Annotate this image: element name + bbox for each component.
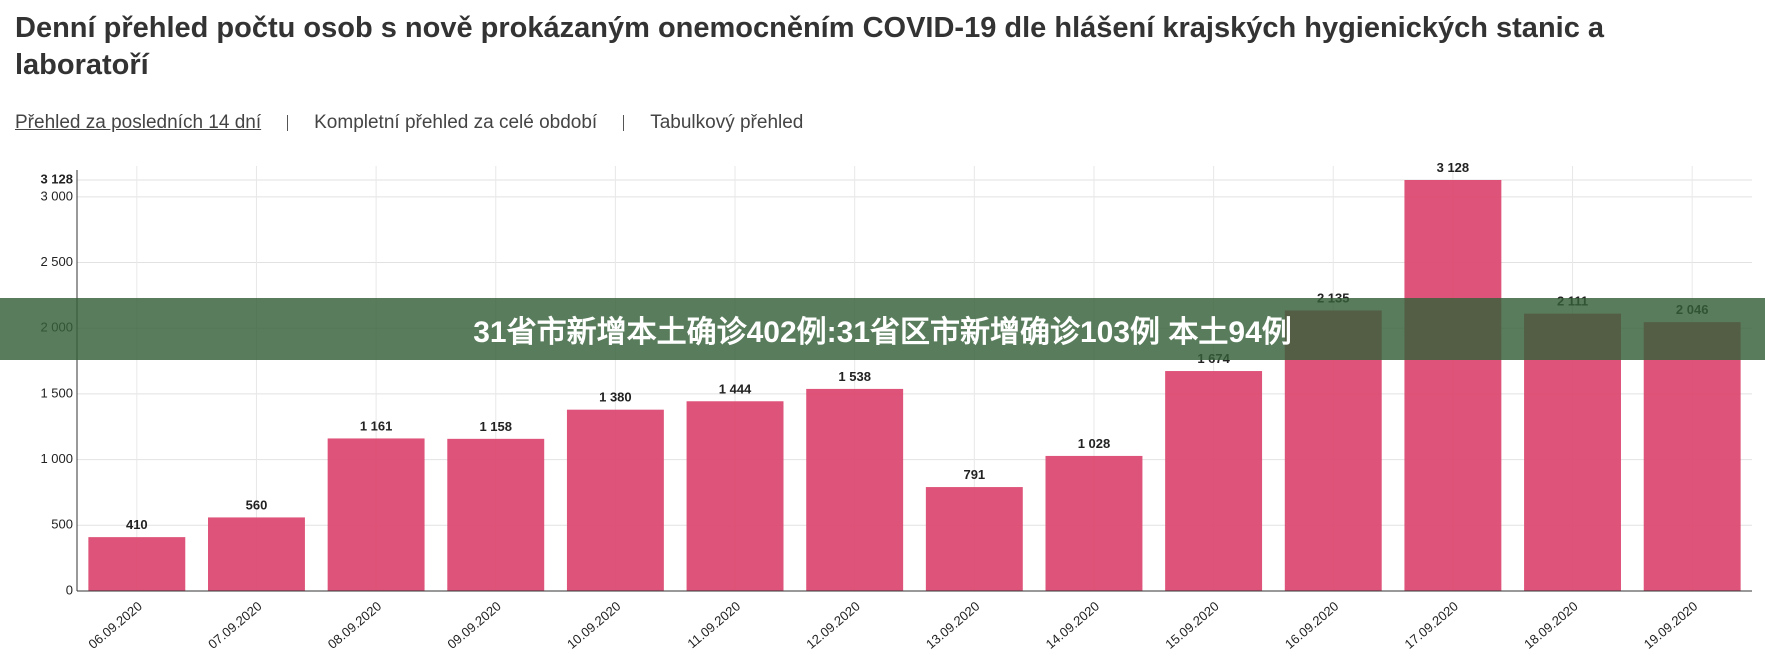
bar [806,388,904,591]
page-title: Denní přehled počtu osob s nově prokázan… [15,12,1605,81]
nav-link[interactable]: Přehled za posledních 14 dní [15,112,262,133]
x-tick-label: 08.09.2020 [325,598,384,651]
x-tick-label: 16.09.2020 [1282,598,1341,651]
bar [447,438,545,591]
x-tick-label: 13.09.2020 [923,598,982,651]
x-tick-label: 07.09.2020 [205,598,264,651]
value-label: 3 128 [1437,160,1470,175]
separator [623,115,625,131]
bar [1165,371,1263,591]
x-tick-label: 15.09.2020 [1162,598,1221,651]
y-tick-label: 1 500 [40,385,73,400]
y-tick-label: 0 [66,582,73,597]
x-tick-label: 12.09.2020 [803,598,862,651]
separator [287,115,289,131]
y-tick-label: 3 128 [40,171,73,186]
value-label: 1 444 [719,381,752,396]
bar [1045,455,1143,591]
y-tick-label: 2 500 [40,254,73,269]
x-tick-label: 06.09.2020 [85,598,144,651]
banner: 31省市新增本土确诊402例:31省区市新增确诊103例 本土94例 [0,298,1765,360]
bar [686,401,784,591]
value-label: 410 [126,517,148,532]
nav-link[interactable]: Tabulkový přehled [650,112,804,133]
value-label: 1 380 [599,390,632,405]
x-tick-label: 10.09.2020 [564,598,623,651]
value-label: 1 161 [360,418,393,433]
bar [566,409,664,591]
x-tick-label: 09.09.2020 [444,598,503,651]
x-tick-label: 14.09.2020 [1043,598,1102,651]
x-tick-label: 18.09.2020 [1521,598,1580,651]
x-tick-label: 17.09.2020 [1402,598,1461,651]
value-label: 1 158 [479,419,512,434]
y-tick-label: 3 000 [40,188,73,203]
value-label: 791 [963,467,985,482]
bar [925,487,1023,591]
bar [327,438,425,591]
x-tick-label: 19.09.2020 [1641,598,1700,651]
x-tick-label: 11.09.2020 [684,598,743,651]
value-label: 560 [246,497,268,512]
nav: Přehled za posledních 14 dní Kompletní p… [15,112,803,134]
bar [1404,180,1502,591]
bar [88,537,186,591]
bar [1643,322,1741,591]
value-label: 1 538 [838,369,871,384]
y-tick-label: 1 000 [40,451,73,466]
nav-link[interactable]: Kompletní přehled za celé období [314,112,598,133]
bar [208,517,305,591]
value-label: 1 028 [1078,436,1111,451]
y-tick-label: 500 [51,517,73,532]
